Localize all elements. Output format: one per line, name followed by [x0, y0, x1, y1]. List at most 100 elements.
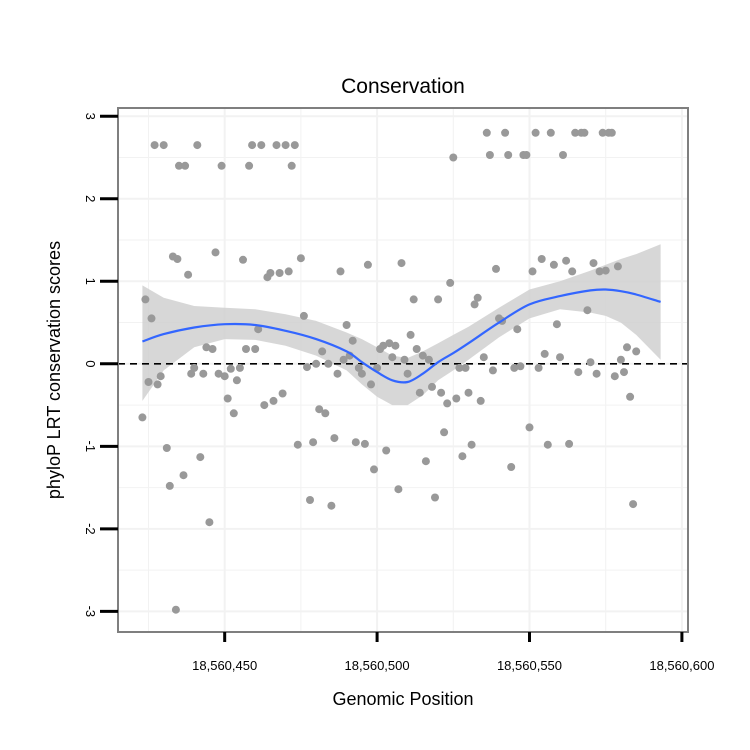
- data-point: [232, 376, 241, 385]
- data-point: [540, 349, 549, 358]
- y-tick-label: -3: [83, 606, 98, 618]
- data-point: [467, 440, 476, 449]
- data-point: [223, 394, 232, 403]
- data-point: [370, 465, 378, 474]
- data-point: [629, 500, 638, 509]
- data-point: [412, 345, 421, 353]
- data-point: [196, 453, 205, 462]
- data-point: [418, 351, 427, 360]
- data-point: [278, 389, 287, 398]
- data-point: [348, 336, 357, 345]
- data-point: [284, 267, 293, 276]
- data-point: [324, 359, 333, 368]
- data-point: [321, 409, 330, 418]
- data-point: [473, 293, 482, 302]
- data-point: [607, 128, 616, 137]
- data-point: [507, 463, 516, 471]
- data-point: [452, 394, 461, 403]
- data-point: [296, 254, 305, 263]
- smooth-line: [142, 288, 661, 384]
- data-point: [562, 256, 571, 265]
- data-point: [245, 161, 254, 170]
- data-point: [281, 141, 290, 150]
- data-point: [428, 382, 436, 391]
- data-point: [181, 161, 190, 170]
- data-point: [235, 363, 244, 372]
- data-point: [479, 353, 488, 362]
- data-point: [424, 355, 433, 364]
- data-point: [610, 372, 619, 381]
- data-point: [156, 372, 165, 381]
- data-point: [443, 399, 452, 408]
- data-point: [351, 438, 360, 447]
- data-point: [485, 151, 494, 159]
- data-point: [470, 300, 479, 309]
- data-point: [184, 270, 193, 279]
- data-point: [406, 330, 415, 339]
- data-point: [202, 343, 211, 352]
- data-point: [571, 128, 580, 137]
- data-point: [385, 339, 394, 348]
- data-point: [534, 363, 543, 372]
- data-point: [464, 388, 473, 397]
- data-point: [437, 388, 446, 397]
- data-point: [421, 457, 430, 466]
- data-point: [226, 364, 235, 373]
- data-point: [556, 353, 564, 362]
- data-point: [537, 255, 546, 263]
- data-point: [528, 267, 537, 276]
- data-point: [513, 325, 522, 334]
- data-point: [461, 363, 470, 372]
- data-point: [150, 141, 159, 150]
- plot-panel: [117, 107, 689, 633]
- data-point: [543, 440, 552, 449]
- data-point: [589, 259, 598, 268]
- data-point: [220, 372, 229, 381]
- data-point: [546, 128, 555, 137]
- y-axis-label: phyloP LRT conservation scores: [44, 241, 64, 499]
- data-point: [211, 248, 220, 257]
- data-point: [626, 392, 635, 401]
- smooth-curve: [142, 288, 661, 384]
- data-point: [391, 341, 400, 350]
- y-tick-label: 3: [83, 113, 98, 120]
- data-point: [623, 343, 631, 352]
- data-point: [173, 255, 182, 263]
- data-point: [440, 428, 449, 437]
- data-point: [415, 388, 424, 397]
- data-point: [455, 363, 464, 372]
- data-point: [583, 306, 592, 315]
- data-point: [400, 355, 409, 364]
- data-point: [333, 369, 342, 378]
- data-point: [409, 295, 418, 304]
- data-point: [214, 369, 223, 378]
- data-point: [193, 141, 202, 150]
- data-point: [293, 440, 302, 449]
- y-tick-label: 0: [83, 360, 98, 367]
- panel-border: [117, 107, 689, 633]
- data-point: [531, 128, 540, 137]
- data-point: [287, 161, 296, 170]
- data-point: [138, 413, 147, 422]
- data-point: [306, 496, 314, 504]
- data-point: [199, 369, 208, 378]
- data-point: [327, 501, 336, 510]
- data-point: [303, 363, 311, 372]
- data-point: [632, 347, 641, 356]
- data-point: [458, 452, 467, 461]
- data-point: [190, 363, 199, 372]
- data-point: [144, 378, 153, 386]
- data-point: [312, 359, 321, 368]
- data-point: [248, 141, 257, 150]
- data-point: [208, 345, 217, 353]
- x-tick-label: 18,560,500: [345, 658, 410, 673]
- data-point: [159, 141, 168, 150]
- data-point: [586, 358, 595, 367]
- data-point: [620, 368, 628, 377]
- data-point: [269, 396, 278, 405]
- data-point: [613, 262, 622, 271]
- data-point: [275, 269, 284, 277]
- data-point: [565, 439, 574, 448]
- data-point: [431, 493, 439, 502]
- data-point: [598, 128, 607, 137]
